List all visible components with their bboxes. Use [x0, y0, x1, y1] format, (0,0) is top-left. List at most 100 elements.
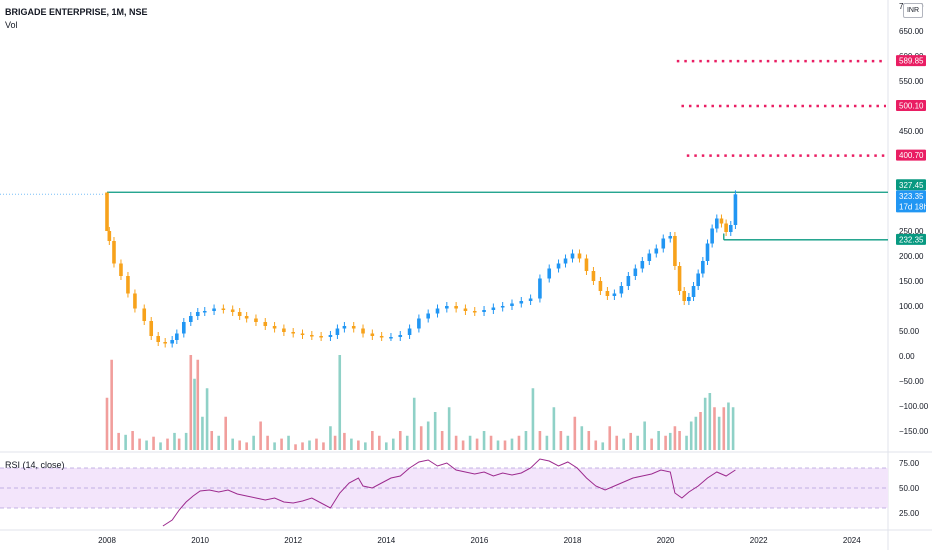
- price-tag-bg: [896, 233, 926, 245]
- candle-body: [254, 318, 258, 322]
- candle-body: [710, 228, 714, 244]
- volume-bar: [447, 407, 451, 450]
- price-tag-target: 589.85: [896, 55, 926, 67]
- price-tag-bg: [896, 190, 926, 213]
- candle-body: [619, 286, 624, 294]
- price-tag-bg: [896, 55, 926, 67]
- candle-body: [640, 261, 645, 269]
- volume-bar: [196, 359, 200, 450]
- volume-bar: [273, 442, 276, 450]
- candle-body: [661, 238, 666, 249]
- price-tick-label: 100.00: [899, 302, 924, 311]
- volume-bar: [371, 431, 374, 450]
- candle-body: [342, 326, 347, 329]
- candle-body: [556, 263, 561, 269]
- volume-bar: [224, 416, 228, 450]
- candle-body: [733, 194, 738, 225]
- volume-bar: [573, 416, 577, 450]
- candle-body: [244, 316, 249, 319]
- volume-bar: [454, 435, 458, 450]
- volume-bar: [398, 431, 402, 450]
- volume-bar: [391, 438, 395, 450]
- price-tag-level: 327.45: [896, 179, 926, 191]
- candle-body: [705, 243, 710, 261]
- candle-body: [612, 293, 617, 296]
- candle-body: [654, 248, 659, 254]
- candle-body: [105, 192, 109, 231]
- candle-body: [547, 268, 552, 279]
- volume-bar: [338, 355, 342, 450]
- currency-badge[interactable]: INR: [903, 3, 923, 18]
- volume-bar: [145, 440, 148, 450]
- candle-body: [212, 308, 216, 311]
- candle-body: [605, 291, 610, 296]
- candle-body: [202, 311, 207, 313]
- volume-bar: [238, 440, 241, 450]
- volume-bar: [266, 435, 269, 450]
- candle-body: [626, 276, 631, 286]
- candle-body: [407, 328, 412, 335]
- candle-body: [370, 333, 375, 336]
- volume-bar: [587, 431, 591, 450]
- volume-bar: [329, 426, 332, 450]
- candle-body: [112, 241, 116, 264]
- volume-bar: [343, 432, 346, 450]
- volume-bar: [629, 432, 632, 450]
- volume-bar: [173, 432, 176, 450]
- candle-body: [417, 318, 421, 329]
- volume-bar: [699, 412, 702, 450]
- candle-body: [300, 333, 305, 335]
- candle-body: [361, 328, 365, 334]
- volume-bar: [385, 442, 388, 450]
- candle-body: [263, 322, 268, 326]
- volume-bar: [405, 435, 409, 450]
- volume-bar: [166, 438, 169, 450]
- candle-body: [156, 336, 161, 342]
- candle-body: [472, 311, 477, 313]
- candle-body: [715, 218, 719, 229]
- price-tag-label: 589.85: [899, 57, 924, 66]
- candle-body: [398, 335, 403, 337]
- candle-body: [221, 308, 226, 310]
- price-tick-label: −150.00: [899, 427, 929, 436]
- time-tick-label: 2012: [284, 536, 302, 545]
- price-tag-bg: [896, 99, 926, 111]
- price-tag-label: 400.70: [899, 151, 924, 160]
- candle-body: [133, 293, 137, 309]
- candle-body: [519, 301, 524, 304]
- rsi-tick-label: 75.00: [899, 459, 920, 468]
- volume-bar: [138, 438, 141, 450]
- volume-bar: [650, 438, 653, 450]
- volume-bar: [259, 421, 262, 450]
- price-tick-label: 200.00: [899, 252, 924, 261]
- volume-bar: [657, 431, 660, 450]
- volume-bar: [689, 421, 693, 450]
- candle-body: [691, 286, 696, 297]
- price-tick-label: −100.00: [899, 402, 929, 411]
- volume-bar: [622, 438, 626, 450]
- price-tag-label: 232.35: [899, 235, 924, 244]
- volume-bar: [110, 359, 113, 450]
- volume-bar: [673, 426, 677, 450]
- volume-bar: [419, 426, 423, 450]
- volume-bar: [294, 444, 297, 450]
- candle-body: [677, 266, 682, 291]
- candle-body: [282, 328, 286, 332]
- candle-body: [682, 291, 687, 301]
- volume-bar: [184, 432, 188, 450]
- volume-bar: [664, 435, 667, 450]
- volume-bar: [308, 440, 311, 450]
- price-tick-label: −50.00: [899, 377, 924, 386]
- volume-bar: [503, 440, 507, 450]
- candle-body: [272, 326, 277, 329]
- price-tick-label: 650.00: [899, 27, 924, 36]
- price-tick-label: 150.00: [899, 277, 924, 286]
- candle-body: [163, 342, 167, 344]
- candle-body: [237, 312, 242, 316]
- price-tick-label: 50.00: [899, 327, 920, 336]
- candle-body: [149, 321, 154, 336]
- volume-bar: [531, 388, 535, 450]
